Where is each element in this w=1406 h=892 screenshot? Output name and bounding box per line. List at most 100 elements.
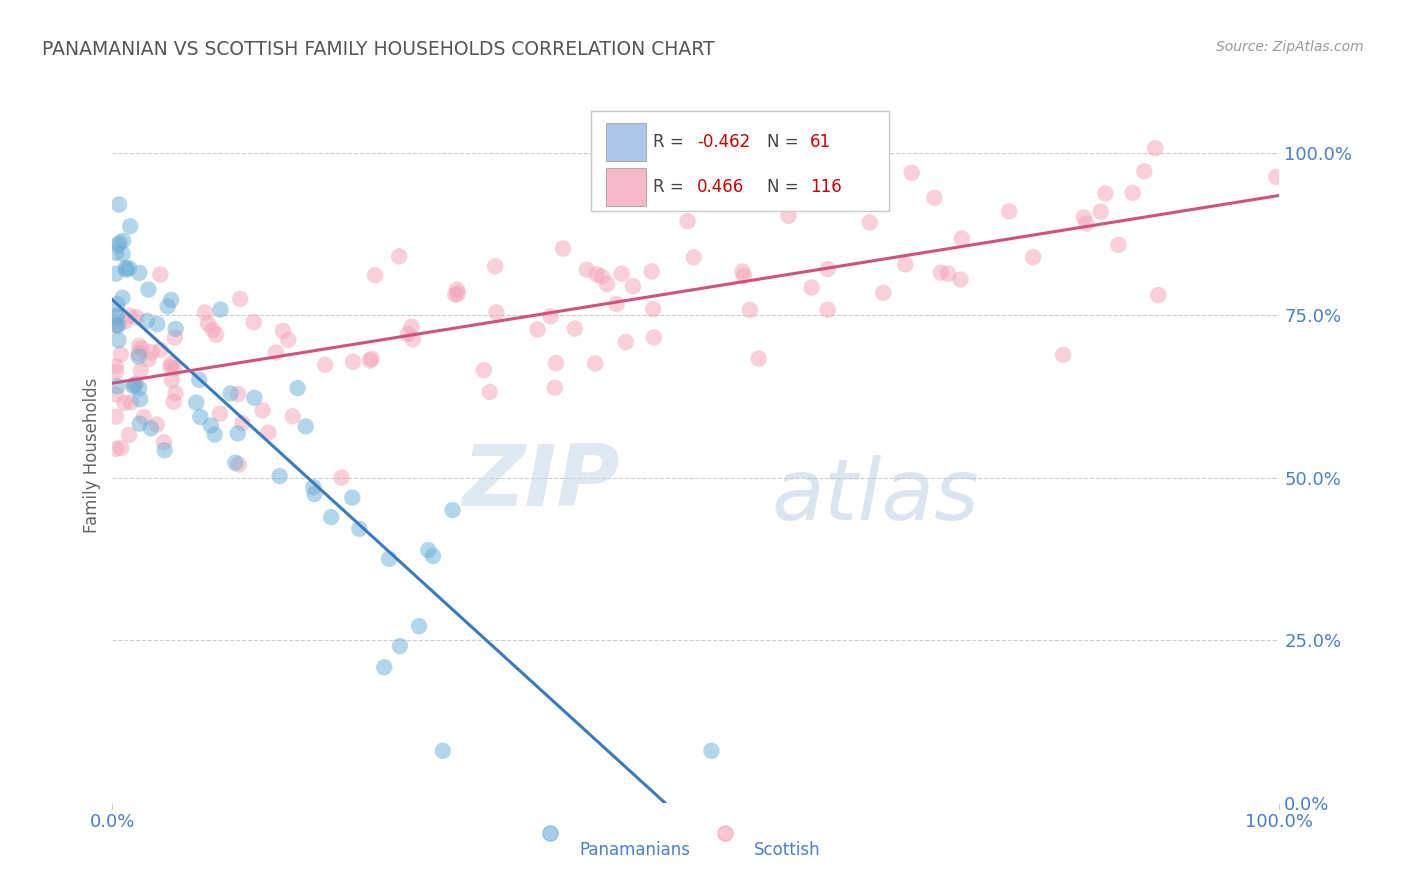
Point (401, 319, 423, 334)
Point (122, 379, 145, 393)
Point (432, 744, 454, 758)
Point (778, 209, 800, 223)
Point (219, 386, 242, 401)
Point (929, 266, 952, 280)
Point (104, 319, 127, 334)
Point (817, 302, 839, 317)
Point (422, 549, 444, 563)
Point (141, 345, 163, 359)
Point (120, 395, 142, 409)
Point (226, 387, 249, 401)
Point (621, 279, 644, 293)
Point (388, 639, 411, 653)
Point (104, 245, 127, 260)
Point (485, 305, 508, 319)
Point (1094, 186, 1116, 201)
Point (900, 166, 922, 180)
Point (224, 456, 246, 470)
Point (128, 350, 150, 364)
Point (153, 435, 176, 450)
Point (160, 357, 183, 371)
Point (165, 386, 187, 401)
Point (1022, 250, 1045, 264)
Point (540, 310, 562, 324)
Point (163, 330, 186, 344)
Point (748, 351, 770, 366)
Point (108, 197, 131, 211)
Point (360, 351, 382, 366)
Point (373, 660, 395, 674)
Text: Panamanians: Panamanians (579, 841, 690, 859)
Point (1090, 204, 1112, 219)
Point (287, 381, 309, 395)
Point (165, 322, 187, 336)
Point (208, 407, 231, 421)
Point (159, 359, 181, 374)
Point (1144, 141, 1167, 155)
Y-axis label: Family Households: Family Households (83, 377, 101, 533)
Text: 116: 116 (810, 178, 842, 196)
Point (201, 323, 224, 337)
Point (114, 260, 136, 275)
Point (817, 262, 839, 277)
Point (1052, 348, 1074, 362)
Point (105, 310, 128, 325)
Point (859, 215, 882, 229)
Point (160, 293, 183, 307)
Point (388, 249, 411, 263)
Point (194, 305, 217, 319)
Point (163, 361, 186, 376)
Point (277, 333, 299, 347)
Point (107, 318, 129, 332)
FancyBboxPatch shape (606, 123, 645, 161)
Point (321, 510, 343, 524)
Point (575, 262, 598, 277)
Point (733, 268, 755, 283)
Point (314, 358, 336, 372)
Point (125, 310, 148, 325)
Point (302, 480, 325, 494)
Point (104, 409, 127, 424)
Point (153, 443, 176, 458)
Point (731, 264, 754, 278)
Point (118, 261, 141, 276)
Point (149, 268, 172, 282)
Point (441, 503, 464, 517)
Text: -0.462: -0.462 (697, 133, 751, 151)
Point (114, 314, 136, 328)
Point (129, 364, 152, 378)
Point (610, 267, 633, 281)
Point (1076, 217, 1098, 231)
Point (104, 365, 127, 379)
Point (342, 491, 364, 505)
Point (526, 322, 548, 336)
Point (120, 309, 142, 323)
Point (294, 419, 316, 434)
Text: N =: N = (768, 133, 804, 151)
Point (606, 297, 628, 311)
Text: N =: N = (768, 178, 804, 196)
Point (228, 458, 250, 472)
Point (446, 283, 468, 297)
Text: R =: R = (652, 133, 689, 151)
Text: 61: 61 (810, 133, 831, 151)
Point (447, 286, 470, 301)
Point (1122, 186, 1144, 200)
Text: ZIP: ZIP (463, 442, 620, 524)
Text: R =: R = (652, 178, 689, 196)
Point (894, 257, 917, 271)
Point (641, 264, 664, 278)
Point (231, 416, 253, 430)
Point (872, 285, 894, 300)
Point (242, 315, 264, 329)
Text: Scottish: Scottish (755, 841, 821, 859)
Point (122, 378, 145, 392)
FancyBboxPatch shape (606, 168, 645, 207)
Point (114, 396, 136, 410)
Point (125, 376, 148, 391)
Point (591, 269, 613, 284)
Point (564, 321, 586, 335)
Point (583, 357, 606, 371)
Point (444, 287, 467, 301)
Point (136, 314, 159, 328)
